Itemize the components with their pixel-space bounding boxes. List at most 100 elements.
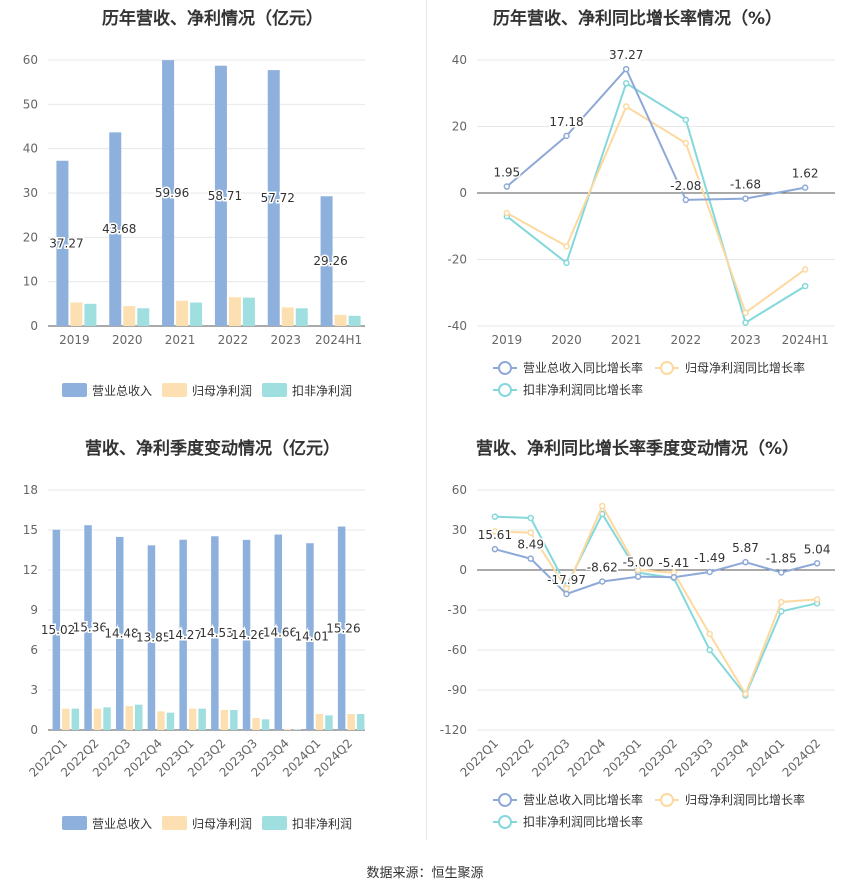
legend-marker: [660, 793, 674, 807]
legend-marker: [498, 361, 512, 375]
bar-deducted-profit: [71, 708, 80, 730]
data-label: -5.41: [658, 556, 689, 570]
y-tick-label: 12: [23, 563, 38, 577]
legend-swatch: [162, 816, 187, 830]
bar-revenue: [109, 132, 122, 326]
chart-title: 历年营收、净利同比增长率情况（%）: [492, 9, 783, 29]
x-tick-label: 2023: [270, 333, 301, 347]
bar-revenue: [267, 70, 280, 326]
bar-net-profit: [228, 297, 241, 326]
data-label: 14.48: [104, 626, 138, 640]
data-label: 29.26: [313, 254, 347, 268]
bar-deducted-profit: [137, 308, 150, 326]
series-line: [494, 503, 818, 697]
x-tick-label: 2024Q2: [780, 736, 824, 780]
y-tick-label: -30: [447, 603, 467, 617]
bar-net-profit: [315, 714, 324, 730]
data-point: [622, 103, 630, 110]
bar-deducted-profit: [166, 712, 175, 730]
quarterly-growth-panel: 营收、净利同比增长率季度变动情况（%） -120 -90 -60 -30 0 30 60 20…: [425, 430, 850, 860]
data-point: [813, 596, 821, 603]
bar-revenue: [242, 539, 251, 730]
x-tick-label: 2022Q3: [529, 736, 573, 780]
y-tick-label: 18: [23, 483, 38, 497]
data-point: [634, 573, 642, 580]
x-tick-label: 2023: [730, 333, 761, 347]
legend-marker: [498, 383, 512, 397]
data-point: [503, 183, 511, 190]
data-point: [491, 528, 499, 535]
data-label: 13.85: [136, 631, 170, 645]
bar-revenue: [52, 529, 61, 730]
bar-revenue: [162, 60, 175, 326]
data-point: [778, 598, 785, 606]
bar-revenue: [56, 160, 69, 326]
data-point: [801, 266, 809, 273]
y-tick-label: 9: [30, 603, 38, 617]
bar-deducted-profit: [190, 302, 203, 326]
x-tick-label: 2023Q3: [672, 736, 716, 780]
data-point: [563, 242, 570, 250]
data-label: 37.27: [49, 236, 83, 250]
data-point: [742, 690, 749, 698]
bar-net-profit: [62, 708, 70, 730]
y-tick-label: 30: [452, 523, 467, 537]
y-tick-label: 3: [30, 683, 38, 697]
data-label: 43.68: [102, 222, 136, 236]
data-label: -5.00: [623, 556, 654, 570]
legend-label: 营业总收入: [92, 384, 152, 398]
legend-label: 归母净利润同比增长率: [685, 360, 805, 375]
panel-divider: [426, 0, 427, 840]
data-label: -8.62: [587, 560, 618, 574]
data-point: [563, 259, 570, 267]
chart-title: 营收、净利季度变动情况（亿元）: [85, 439, 340, 459]
bar-revenue: [179, 539, 187, 730]
bar-net-profit: [157, 711, 165, 730]
x-tick-label: 2019: [492, 333, 523, 347]
bar-revenue: [274, 534, 282, 730]
data-point: [527, 555, 534, 562]
data-point: [706, 568, 713, 576]
x-tick-label: 2022Q1: [457, 736, 501, 780]
data-point: [599, 502, 606, 510]
quarterly-revenue-profit-panel: 营收、净利季度变动情况（亿元） 0 3 6 9 12 15 18 2022Q1 15.02 202…: [0, 430, 425, 860]
data-label: 59.96: [155, 186, 189, 200]
bar-revenue: [337, 526, 346, 730]
x-tick-label: 2022: [218, 333, 249, 347]
data-label: -1.85: [766, 551, 797, 565]
bar-net-profit: [176, 300, 189, 326]
y-tick-label: -20: [447, 253, 467, 267]
legend-marker: [498, 793, 512, 807]
data-point: [670, 573, 678, 581]
legend-swatch: [262, 816, 287, 830]
x-tick-label: 2022Q2: [493, 736, 537, 780]
legend-swatch: [262, 383, 287, 397]
y-tick-label: 20: [23, 230, 38, 244]
x-tick-label: 2024H1: [782, 333, 829, 347]
y-tick-label: 40: [452, 53, 467, 67]
data-point: [742, 309, 749, 316]
data-label: 14.53: [199, 626, 233, 640]
data-label: 14.26: [231, 628, 265, 642]
bar-net-profit: [220, 710, 229, 730]
y-tick-label: 0: [459, 563, 467, 577]
y-tick-label: 30: [23, 186, 38, 200]
bar-net-profit: [284, 729, 292, 730]
legend-marker: [660, 361, 674, 375]
x-tick-label: 2022: [671, 333, 702, 347]
y-tick-label: 0: [30, 723, 38, 737]
annual-growth-chart: -40 -20 0 20 40 2019 2020 2021 2022 2023 2024H1 1.9…: [447, 47, 835, 397]
legend-marker: [498, 815, 512, 829]
y-tick-label: 0: [459, 186, 467, 200]
y-tick-label: 50: [23, 97, 38, 111]
series-line: [506, 67, 806, 201]
data-point: [682, 116, 690, 124]
x-tick-label: 2023Q2: [636, 736, 680, 780]
data-point: [622, 80, 630, 87]
data-label: 15.61: [478, 528, 512, 542]
legend-swatch: [62, 816, 87, 830]
legend-label: 营业总收入: [92, 817, 152, 831]
data-label: 1.62: [792, 167, 819, 181]
data-point: [778, 608, 785, 615]
data-point: [491, 545, 499, 553]
